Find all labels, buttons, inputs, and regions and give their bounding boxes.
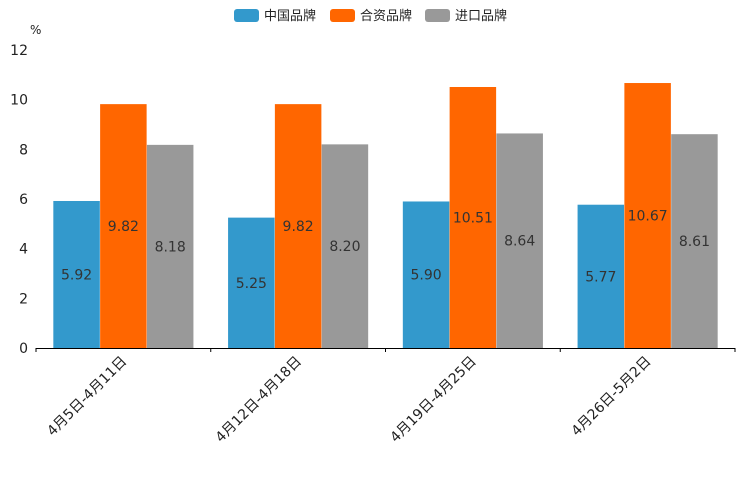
bar-2-1: [100, 104, 147, 349]
x-category-label: 4月12日-4月18日: [213, 354, 305, 446]
y-tick-label: 8: [19, 142, 28, 158]
x-category-label: 4月26日-5月2日: [568, 354, 654, 440]
legend: 中国品牌 合资品牌 进口品牌: [234, 8, 507, 24]
bar-value-label: 9.82: [108, 219, 139, 235]
y-tick-label: 0: [19, 341, 28, 357]
legend-swatch-3: [425, 9, 450, 22]
bar-3-1: [146, 144, 194, 348]
bar-value-label: 10.51: [453, 211, 493, 227]
bar-3-4: [671, 134, 718, 348]
bar-value-label: 8.64: [504, 234, 535, 250]
bar-value-label: 5.25: [236, 276, 267, 292]
bar-value-label: 5.77: [585, 269, 616, 285]
legend-swatch-2: [330, 9, 355, 22]
legend-label-3: 进口品牌: [455, 8, 507, 24]
legend-label-1: 中国品牌: [264, 8, 316, 24]
bar-1-2: [228, 217, 275, 348]
y-tick-label: 4: [19, 242, 28, 258]
bar-3-2: [321, 144, 369, 348]
bar-value-label: 9.82: [283, 219, 314, 235]
bar-1-4: [577, 204, 625, 348]
y-tick-label: 10: [10, 93, 28, 109]
bar-2-4: [624, 83, 671, 349]
bar-value-label: 8.18: [155, 239, 186, 255]
bar-2-2: [274, 104, 322, 349]
y-tick-label: 12: [10, 43, 28, 59]
x-category-label: 4月5日-4月11日: [44, 354, 130, 440]
bar-value-label: 8.20: [329, 239, 360, 255]
bar-3-3: [496, 133, 543, 348]
bar-value-label: 5.92: [61, 267, 92, 283]
bar-1-1: [53, 200, 100, 348]
bar-1-3: [402, 201, 450, 348]
bar-value-label: 10.67: [628, 209, 668, 225]
bar-value-label: 8.61: [679, 234, 710, 250]
y-axis-unit-label: %: [30, 23, 41, 37]
bar-value-label: 5.90: [410, 268, 441, 284]
legend-swatch-1: [234, 9, 259, 22]
bar-2-3: [449, 87, 497, 349]
x-axis: 4月5日-4月11日 4月12日-4月18日 4月19日-4月25日 4月26日-5月…: [35, 348, 736, 446]
x-category-label: 4月19日-4月25日: [387, 354, 479, 446]
y-tick-label: 2: [19, 291, 28, 307]
y-axis: 0 2 4 6 8 10 12: [10, 43, 28, 357]
y-tick-label: 6: [19, 192, 28, 208]
legend-label-2: 合资品牌: [360, 8, 412, 24]
bars: 5.92 9.82 8.18 5.25 9.82 8.20 5.90 10.51 8.64 5.7…: [53, 83, 718, 349]
